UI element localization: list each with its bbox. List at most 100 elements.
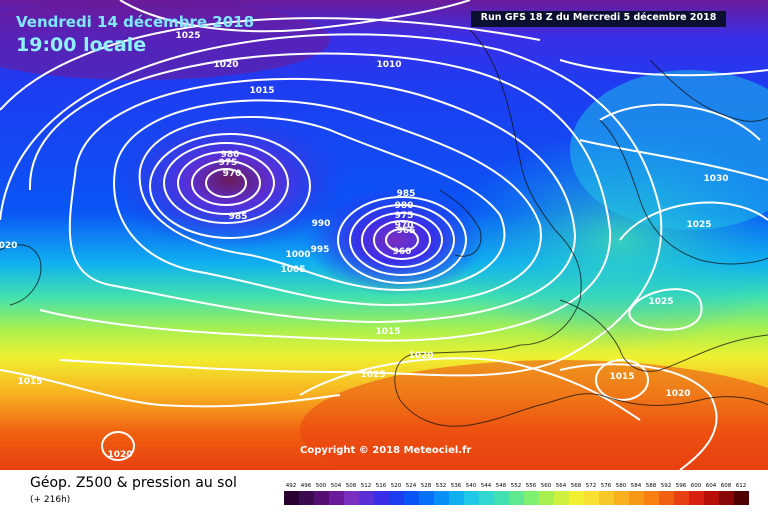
isobar-label: 1015 bbox=[17, 377, 42, 387]
forecast-date: Vendredi 14 décembre 2018 bbox=[16, 13, 255, 31]
coastlines bbox=[0, 29, 768, 427]
isobar-label: 1025 bbox=[175, 31, 200, 41]
scale-swatch bbox=[374, 491, 389, 505]
isobar-label: 970 bbox=[223, 169, 242, 179]
scale-swatch bbox=[419, 491, 434, 505]
isobar-label: 960 bbox=[393, 247, 412, 257]
scale-swatch bbox=[449, 491, 464, 505]
isobar-label: 1015 bbox=[375, 327, 400, 337]
isobar-label: 1015 bbox=[609, 372, 634, 382]
scale-tick-label: 568 bbox=[571, 483, 582, 489]
scale-tick-label: 548 bbox=[496, 483, 507, 489]
map-parameter-title: Géop. Z500 & pression au sol bbox=[30, 475, 237, 491]
scale-swatch bbox=[299, 491, 314, 505]
scale-swatch bbox=[494, 491, 509, 505]
isobar-label: 975 bbox=[395, 211, 414, 221]
scale-swatch bbox=[284, 491, 299, 505]
isobar-lines bbox=[0, 0, 768, 470]
isobar-label: 1005 bbox=[280, 265, 305, 275]
scale-swatch bbox=[389, 491, 404, 505]
scale-swatch bbox=[659, 491, 674, 505]
isobar-label: 020 bbox=[0, 241, 17, 251]
scale-swatch bbox=[734, 491, 749, 505]
scale-tick-label: 528 bbox=[421, 483, 432, 489]
scale-swatch bbox=[329, 491, 344, 505]
isobar-label: 1030 bbox=[703, 174, 728, 184]
isobar-label: 1000 bbox=[285, 250, 310, 260]
scale-swatch bbox=[509, 491, 524, 505]
scale-tick-label: 532 bbox=[436, 483, 447, 489]
scale-tick-label: 508 bbox=[346, 483, 357, 489]
color-scale: 492 496 500 504 508 512 516 520 524 528 532 536 540 5… bbox=[284, 483, 749, 505]
scale-swatch bbox=[704, 491, 719, 505]
scale-swatch bbox=[479, 491, 494, 505]
scale-swatch bbox=[464, 491, 479, 505]
scale-tick-label: 592 bbox=[661, 483, 672, 489]
isobar-label: 1020 bbox=[213, 60, 238, 70]
scale-tick-label: 580 bbox=[616, 483, 627, 489]
isobar-label: 985 bbox=[397, 189, 416, 199]
run-info-box: Run GFS 18 Z du Mercredi 5 décembre 2018 bbox=[471, 11, 726, 27]
scale-tick-label: 524 bbox=[406, 483, 417, 489]
scale-tick-label: 584 bbox=[631, 483, 642, 489]
scale-tick-label: 520 bbox=[391, 483, 402, 489]
scale-tick-label: 600 bbox=[691, 483, 702, 489]
isobar-label: 1010 bbox=[376, 60, 401, 70]
scale-tick-label: 576 bbox=[601, 483, 612, 489]
scale-swatch bbox=[539, 491, 554, 505]
scale-swatch bbox=[584, 491, 599, 505]
scale-swatch bbox=[689, 491, 704, 505]
isobar-label: 980 bbox=[221, 150, 240, 160]
isobar-label: 1025 bbox=[648, 297, 673, 307]
isobar-label: 1015 bbox=[249, 86, 274, 96]
isobar-label: 970 bbox=[395, 221, 414, 231]
scale-tick-label: 596 bbox=[676, 483, 687, 489]
scale-swatch bbox=[404, 491, 419, 505]
scale-swatch bbox=[569, 491, 584, 505]
scale-tick-label: 588 bbox=[646, 483, 657, 489]
scale-swatch bbox=[524, 491, 539, 505]
isobar-label: 965 bbox=[397, 226, 416, 236]
scale-tick-label: 556 bbox=[526, 483, 537, 489]
scale-tick-label: 540 bbox=[466, 483, 477, 489]
isobar-label: 990 bbox=[312, 219, 331, 229]
scale-tick-label: 564 bbox=[556, 483, 567, 489]
scale-swatch bbox=[614, 491, 629, 505]
scale-tick-label: 608 bbox=[721, 483, 732, 489]
scale-swatch bbox=[434, 491, 449, 505]
scale-tick-label: 496 bbox=[301, 483, 312, 489]
copyright-text: Copyright © 2018 Meteociel.fr bbox=[300, 445, 472, 456]
scale-tick-label: 500 bbox=[316, 483, 327, 489]
scale-tick-label: 544 bbox=[481, 483, 492, 489]
scale-swatch bbox=[629, 491, 644, 505]
scale-tick-label: 560 bbox=[541, 483, 552, 489]
scale-swatch bbox=[674, 491, 689, 505]
isobar-label: 980 bbox=[395, 201, 414, 211]
forecast-lead-time: (+ 216h) bbox=[30, 495, 71, 505]
scale-tick-label: 552 bbox=[511, 483, 522, 489]
scale-swatch bbox=[719, 491, 734, 505]
scale-tick-label: 512 bbox=[361, 483, 372, 489]
scale-swatch bbox=[554, 491, 569, 505]
scale-tick-label: 516 bbox=[376, 483, 387, 489]
scale-swatch bbox=[314, 491, 329, 505]
isobar-label: 1020 bbox=[408, 351, 433, 361]
isobar-label: 985 bbox=[229, 212, 248, 222]
scale-tick-label: 612 bbox=[736, 483, 747, 489]
scale-swatch bbox=[359, 491, 374, 505]
isobar-label: 1020 bbox=[665, 389, 690, 399]
scale-swatch bbox=[344, 491, 359, 505]
scale-tick-label: 536 bbox=[451, 483, 462, 489]
isobar-label: 995 bbox=[311, 245, 330, 255]
scale-tick-label: 604 bbox=[706, 483, 717, 489]
isobar-label: 975 bbox=[219, 158, 238, 168]
isobar-label: 1020 bbox=[107, 450, 132, 460]
forecast-time: 19:00 locale bbox=[16, 34, 147, 56]
isobar-label: 1025 bbox=[686, 220, 711, 230]
run-info-text: Run GFS 18 Z du Mercredi 5 décembre 2018 bbox=[480, 12, 717, 23]
scale-tick-label: 492 bbox=[286, 483, 297, 489]
scale-tick-label: 504 bbox=[331, 483, 342, 489]
